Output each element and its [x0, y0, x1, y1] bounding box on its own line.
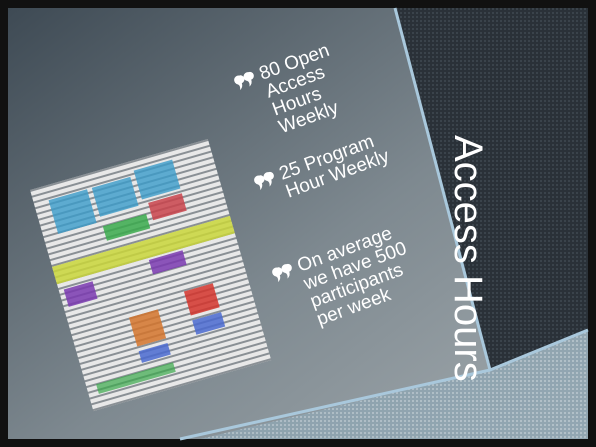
- slide: 80 OpenAccessHoursWeekly25 ProgramHour W…: [0, 0, 596, 447]
- slide-title: Access Hours: [446, 135, 490, 382]
